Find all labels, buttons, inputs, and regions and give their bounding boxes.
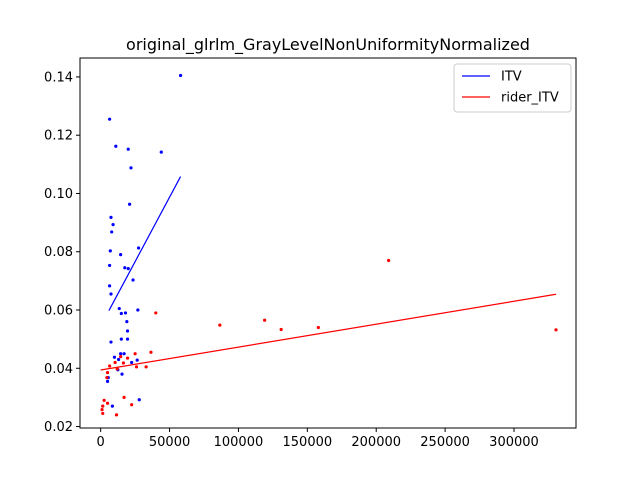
data-point-itv	[116, 357, 121, 362]
data-point-rider-itv	[554, 328, 558, 332]
data-point-itv	[123, 311, 128, 315]
data-point-itv	[110, 404, 114, 408]
data-points	[100, 73, 558, 417]
data-point-itv	[109, 215, 113, 219]
data-point-itv	[131, 278, 135, 282]
data-point-rider-itv	[105, 371, 110, 375]
data-point-itv	[109, 292, 113, 296]
data-point-itv	[125, 329, 130, 333]
y-tick-label: 0.08	[44, 245, 73, 260]
data-point-itv	[119, 311, 123, 316]
data-point-rider-itv	[121, 361, 125, 365]
data-point-itv	[119, 253, 123, 257]
data-point-itv	[112, 355, 117, 359]
data-point-rider-itv	[125, 356, 130, 360]
data-point-itv	[129, 166, 133, 170]
data-point-rider-itv	[115, 367, 119, 371]
data-point-itv	[119, 337, 123, 341]
data-point-itv	[137, 398, 141, 402]
data-point-rider-itv	[114, 413, 119, 417]
data-point-rider-itv	[134, 365, 139, 369]
data-point-itv	[108, 117, 112, 121]
legend: ITV rider_ITV	[453, 63, 572, 113]
x-tick-label: 50000	[149, 435, 190, 450]
data-point-rider-itv	[113, 360, 117, 365]
data-point-rider-itv	[100, 408, 104, 412]
data-point-rider-itv	[218, 323, 222, 327]
legend-label-itv: ITV	[501, 70, 522, 85]
data-point-rider-itv	[154, 311, 158, 315]
data-point-itv	[117, 306, 121, 311]
y-tick-label: 0.02	[44, 420, 73, 435]
y-tick-label: 0.04	[44, 362, 73, 377]
y-axis: 0.02 0.04 0.06 0.08 0.10 0.12 0.14	[44, 70, 80, 435]
data-point-rider-itv	[133, 352, 137, 356]
data-point-itv	[126, 147, 130, 151]
fit-line-rider-itv	[100, 293, 557, 371]
plot-frame	[79, 57, 577, 429]
y-tick-label: 0.12	[44, 129, 73, 144]
data-point-itv	[123, 266, 127, 270]
data-point-rider-itv	[149, 350, 153, 354]
data-point-itv	[120, 372, 124, 376]
data-point-itv	[135, 358, 139, 362]
data-point-rider-itv	[144, 365, 148, 369]
data-point-rider-itv	[263, 318, 267, 322]
x-tick-label: 100000	[214, 435, 264, 450]
data-point-rider-itv	[105, 375, 109, 380]
data-point-itv	[110, 230, 114, 234]
x-tick-label: 300000	[489, 435, 539, 450]
legend-label-rider-itv: rider_ITV	[501, 91, 559, 106]
x-tick-label: 0	[97, 435, 105, 450]
data-point-itv	[126, 267, 130, 271]
data-point-itv	[128, 202, 132, 206]
data-point-itv	[108, 249, 112, 253]
chart-title: original_glrlm_GrayLevelNonUniformityNor…	[126, 35, 530, 55]
fit-lines	[100, 176, 557, 371]
y-tick-label: 0.14	[44, 70, 73, 85]
data-point-itv	[114, 144, 118, 148]
fit-line-itv	[108, 176, 182, 311]
data-point-rider-itv	[102, 398, 106, 402]
data-point-itv	[119, 352, 123, 356]
data-point-itv	[130, 360, 134, 365]
data-point-itv	[111, 223, 115, 227]
data-point-rider-itv	[279, 327, 283, 332]
x-tick-label: 200000	[351, 435, 401, 450]
y-tick-label: 0.10	[44, 187, 73, 202]
data-point-itv	[136, 308, 140, 312]
data-point-rider-itv	[101, 404, 105, 408]
y-tick-label: 0.06	[44, 304, 73, 319]
data-point-itv	[109, 340, 113, 344]
data-point-itv	[178, 73, 183, 78]
data-point-itv	[125, 337, 130, 341]
x-tick-label: 150000	[283, 435, 333, 450]
x-axis: 0 50000 100000 150000 200000 250000 300000	[97, 428, 539, 450]
data-point-rider-itv	[119, 355, 123, 359]
data-point-itv	[122, 352, 126, 356]
data-point-rider-itv	[108, 364, 112, 368]
data-point-rider-itv	[387, 258, 391, 263]
data-point-rider-itv	[122, 395, 126, 400]
data-point-itv	[108, 263, 112, 268]
x-tick-label: 250000	[420, 435, 470, 450]
data-point-itv	[105, 379, 110, 383]
data-point-itv	[125, 320, 129, 324]
data-point-itv	[159, 150, 163, 154]
data-point-itv	[136, 246, 141, 250]
data-point-rider-itv	[105, 401, 110, 405]
data-point-rider-itv	[130, 403, 134, 407]
data-point-rider-itv	[316, 325, 320, 330]
data-point-itv	[108, 284, 112, 288]
data-point-rider-itv	[101, 411, 105, 416]
